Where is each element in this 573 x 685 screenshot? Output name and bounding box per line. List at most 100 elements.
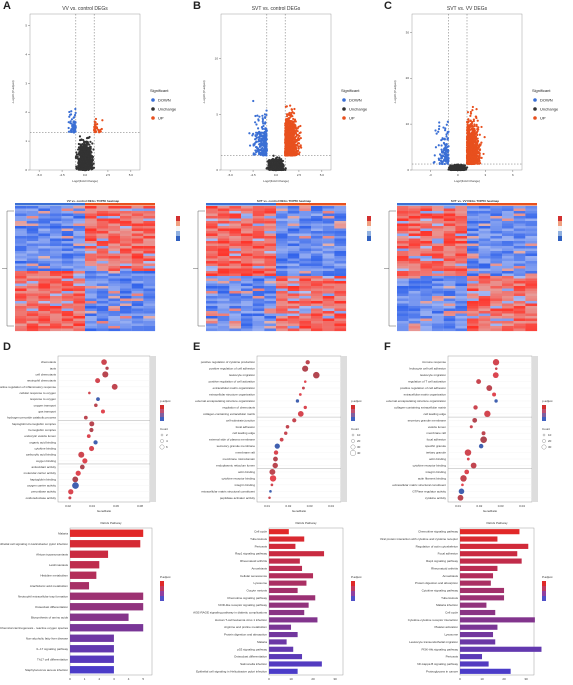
heatmap-cell [85,231,97,234]
group-bar-control [15,203,85,206]
point-unchange [90,168,93,171]
heatmap-cell [131,216,144,219]
heatmap-cell [108,213,121,217]
heatmap-cell [85,298,97,302]
heatmap-cell [131,306,144,309]
point-unchange [80,150,83,153]
point-down [445,146,448,149]
point-unchange [280,163,283,166]
heatmap-cell [85,316,97,319]
heatmap-cell [50,273,62,277]
point-up [468,139,472,142]
point-unchange [457,165,460,168]
point-up [476,146,479,149]
heatmap-cell [96,223,109,227]
heatmap-cell [50,268,62,272]
heatmap-cell [61,286,74,289]
point-down [258,136,261,140]
point-unchange [91,142,94,145]
heatmap-cell [15,213,27,217]
heatmap-cell [26,263,39,267]
heatmap-cell [73,306,86,309]
point-up [284,154,287,157]
heatmap-cell [61,243,74,247]
point-up [296,130,299,133]
heatmap-cell [73,303,86,307]
heatmap-cell [120,246,132,249]
heatmap-cell [61,318,74,322]
heatmap-cell [38,288,51,292]
heatmap-cell [143,298,156,302]
heatmap-cell [26,288,39,292]
point-down [72,131,75,134]
heatmap-cell [85,273,97,277]
heatmap-cell [85,243,97,247]
heatmap-cell [50,318,62,322]
heatmap-cell [85,228,97,232]
y-axis-label: -Log10 (P-adjust) [11,80,15,103]
heatmap-cell [131,211,144,214]
heatmap-cell [50,286,62,289]
point-unchange [282,165,285,168]
heatmap-cell [38,281,51,284]
heatmap-cell [61,278,74,282]
point-up [285,135,288,138]
y-axis-label: -Log10 (P-adjust) [202,80,206,103]
heatmap-cell [26,236,39,239]
heatmap-cell [120,236,132,239]
point-down [258,143,261,146]
heatmap-cell [143,288,156,292]
point-down [437,144,440,147]
point-down [442,154,445,157]
heatmap-cell [108,236,121,239]
heatmap-cell [120,213,132,217]
point-down [435,132,438,135]
point-unchange [87,143,90,146]
point-unchange [271,157,275,161]
heatmap-cell [120,251,132,254]
heatmap-cell [26,313,39,317]
legend-title: Significant [341,88,360,93]
point-down [446,149,449,152]
point-up [285,105,288,108]
point-up [466,134,469,138]
point-up [467,151,470,155]
point-down [254,153,257,156]
heatmap-cell [96,261,109,264]
heatmap-cell [120,258,132,262]
y-tick-label: 2 [25,110,27,114]
heatmap-cell [38,276,51,279]
point-up [288,128,291,131]
heatmap-cell [131,213,144,217]
heatmap-cell [131,256,144,259]
point-unchange [91,156,94,159]
y-tick-label: 4 [25,52,27,56]
heatmap-cell [73,223,86,227]
heatmap-cell [61,233,74,237]
heatmap-cell [96,218,109,222]
heatmap-cell [38,236,51,239]
heatmap-cell [120,266,132,269]
point-up [288,135,291,138]
heatmap-cell [96,243,109,247]
heatmap-cell [50,296,62,299]
heatmap-cell [120,301,132,304]
heatmap-cell [61,271,74,274]
point-up [472,158,476,161]
point-down [256,147,259,150]
heatmap-cell [50,293,62,297]
heatmap-cell [108,296,121,299]
heatmap-cell [50,236,62,239]
point-up [294,120,297,123]
legend-swatch [342,116,346,120]
heatmap-cell [108,283,121,287]
heatmap-cell [73,253,86,257]
point-down [437,127,441,131]
point-up [476,119,479,122]
point-down [444,129,447,132]
point-unchange [83,140,86,143]
heatmap-cells [15,206,156,332]
heatmap-cell [108,313,121,317]
point-up [474,115,477,118]
heatmap-cell [26,221,39,224]
